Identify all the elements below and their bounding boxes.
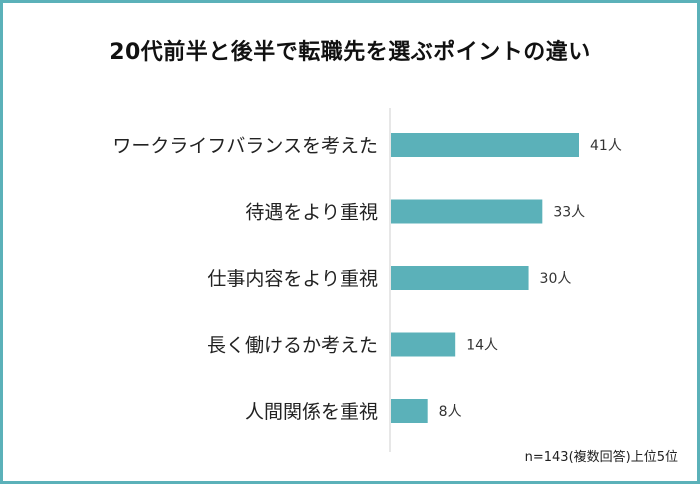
value-label-4: 14人: [466, 338, 498, 354]
bar-2: [391, 199, 543, 224]
value-label-3: 30人: [540, 271, 572, 287]
bar-5: [391, 399, 428, 423]
bar-4: [391, 332, 456, 357]
sample-note: n=143(複数回答)上位5位: [524, 450, 678, 465]
category-label-4: 長く働けるか考えた: [207, 335, 378, 357]
value-label-1: 41人: [590, 138, 622, 154]
chart-title: 20代前半と後半で転職先を選ぶポイントの違い: [109, 40, 591, 65]
value-label-5: 8人: [439, 404, 462, 420]
value-label-2: 33人: [553, 205, 585, 221]
category-label-5: 人間関係を重視: [245, 401, 378, 423]
bar-1: [391, 133, 579, 157]
category-label-3: 仕事内容をより重視: [207, 268, 378, 290]
category-label-2: 待遇をより重視: [245, 202, 378, 224]
bar-3: [391, 266, 529, 290]
category-label-1: ワークライフバランスを考えた: [112, 135, 378, 157]
